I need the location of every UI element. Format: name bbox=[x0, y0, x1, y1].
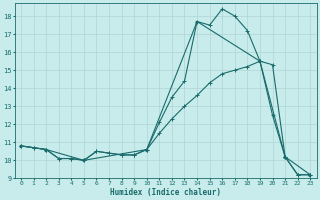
X-axis label: Humidex (Indice chaleur): Humidex (Indice chaleur) bbox=[110, 188, 221, 197]
